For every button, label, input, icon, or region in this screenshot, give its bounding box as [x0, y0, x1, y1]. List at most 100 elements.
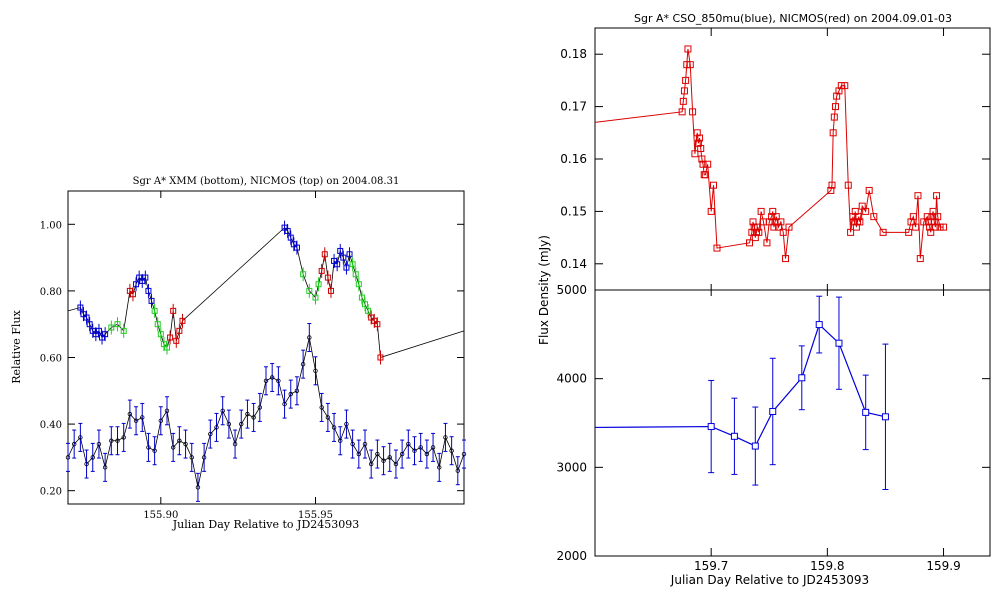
nicmos-point: [173, 337, 180, 344]
nicmos-red-point: [865, 186, 873, 194]
xmm-nicmos-plot: Sgr A* XMM (bottom), NICMOS (top) on 200…: [10, 176, 467, 531]
nicmos-red-point: [907, 218, 915, 226]
nicmos-red-point: [844, 181, 852, 189]
nicmos-red-point: [679, 97, 687, 105]
xmm-point: [208, 431, 213, 437]
xmm-point: [393, 461, 399, 467]
nicmos-point: [176, 327, 183, 334]
nicmos-red-point: [879, 228, 887, 236]
nicmos-point: [145, 287, 152, 294]
xmm-point: [356, 451, 362, 457]
nicmos-point: [349, 261, 356, 268]
xmm-point: [201, 455, 207, 460]
nicmos-point: [281, 224, 288, 231]
xmm-point: [170, 445, 176, 450]
right-top-y-tick-label: 0.18: [560, 47, 587, 61]
xmm-point: [387, 455, 392, 460]
left-y-axis-label: Relative Flux: [10, 309, 23, 383]
right-bottom-panel-frame: [594, 289, 991, 557]
nicmos-red-point: [828, 181, 836, 189]
xmm-point: [115, 438, 120, 443]
xmm-point: [220, 408, 225, 413]
nicmos-red-point: [914, 192, 922, 200]
xmm-point: [195, 485, 201, 490]
xmm-point: [251, 415, 256, 420]
left-y-tick-label: 0.40: [40, 420, 62, 431]
nicmos-red-point: [931, 223, 939, 231]
xmm-point: [300, 361, 306, 367]
right-y-axis-label: Flux Density (mJy): [537, 235, 551, 345]
nicmos-red-point: [691, 150, 699, 158]
nicmos-red-point: [749, 218, 757, 226]
xmm-point: [350, 441, 355, 447]
nicmos-red-point: [831, 103, 839, 111]
xmm-point: [269, 375, 275, 380]
nicmos-red-point: [855, 213, 863, 221]
right-bottom-y-tick-label: 3000: [556, 460, 587, 474]
nicmos-point: [120, 327, 127, 334]
xmm-point: [152, 448, 157, 453]
left-y-tick-label: 0.80: [40, 287, 62, 298]
xmm-point: [319, 405, 324, 410]
nicmos-red-point: [870, 213, 878, 221]
xmm-line: [67, 337, 465, 488]
cso-point: [835, 339, 843, 347]
nicmos-point: [343, 264, 350, 271]
cso-point: [769, 407, 777, 415]
nicmos-point: [99, 334, 106, 341]
nicmos-red-point: [777, 218, 785, 226]
nicmos-point: [114, 321, 121, 328]
nicmos-red-point: [841, 82, 849, 90]
nicmos-red-point: [693, 129, 701, 137]
nicmos-red-point: [785, 223, 793, 231]
nicmos-red-point: [916, 255, 924, 263]
xmm-point: [288, 391, 293, 397]
nicmos-point: [300, 271, 307, 278]
cso-point: [730, 432, 738, 440]
xmm-point: [338, 438, 343, 443]
nicmos-red-point: [757, 207, 765, 215]
xmm-point: [443, 435, 448, 440]
nicmos-point: [377, 354, 384, 361]
xmm-point: [263, 378, 269, 383]
cso-point: [881, 413, 889, 421]
nicmos-red-point: [905, 228, 913, 236]
nicmos-red-point: [770, 223, 778, 231]
nicmos-point: [170, 307, 177, 314]
nicmos-red-point: [933, 192, 941, 200]
nicmos-point: [80, 311, 87, 318]
xmm-point: [368, 461, 374, 467]
xmm-point: [214, 425, 219, 430]
right-x-tick-label: 159.7: [694, 559, 728, 573]
nicmos-point: [148, 297, 155, 304]
nicmos-point: [284, 227, 291, 234]
right-x-tick-label: 159.8: [810, 559, 844, 573]
xmm-point: [109, 438, 114, 443]
right-bottom-y-tick-label: 4000: [556, 372, 587, 386]
xmm-point: [418, 445, 423, 450]
xmm-point: [71, 441, 77, 447]
xmm-point: [412, 448, 417, 453]
xmm-point: [164, 408, 170, 413]
nicmos-red-point: [940, 223, 948, 231]
xmm-point: [84, 461, 89, 467]
nicmos-point: [151, 307, 158, 314]
nicmos-point: [374, 321, 381, 328]
right-axis-ticks: 0.14 0.15 0.16 0.17 0.18 2000 3000 4000 5000 159.…: [556, 28, 990, 573]
xmm-point: [257, 405, 263, 410]
xmm-point: [430, 445, 436, 450]
left-x-tick-label: 155.90: [143, 510, 178, 521]
nicmos-point: [365, 307, 372, 314]
right-bottom-y-tick-label: 5000: [556, 283, 587, 297]
nicmos-point: [331, 257, 338, 264]
left-chart-title: Sgr A* XMM (bottom), NICMOS (top) on 200…: [133, 176, 400, 187]
nicmos-point: [362, 301, 368, 308]
nicmos-point: [108, 324, 115, 331]
nicmos-red-point: [829, 129, 837, 137]
xmm-point: [140, 415, 145, 420]
xmm-point: [177, 438, 182, 443]
cso-point: [862, 408, 870, 416]
nicmos-point: [337, 247, 344, 254]
nicmos-red-point: [755, 228, 763, 236]
